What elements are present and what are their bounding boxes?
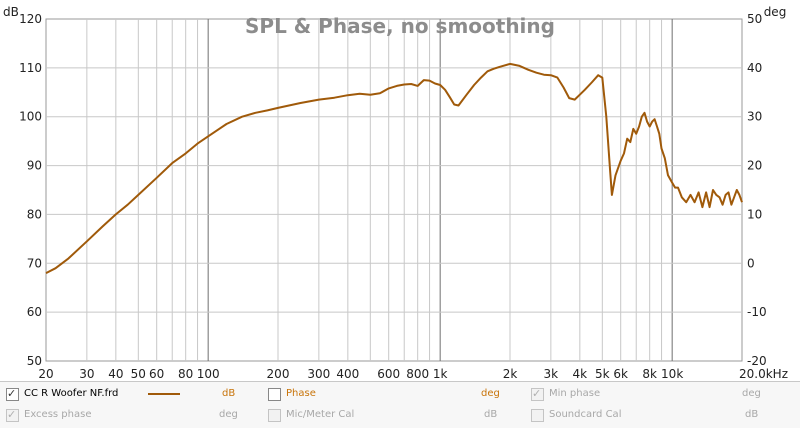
phase-unit: deg <box>481 388 500 399</box>
y2-tick-label: -10 <box>747 305 767 319</box>
y2-tick-label: 20 <box>747 159 762 173</box>
woofer-label: CC R Woofer NF.frd <box>24 388 119 399</box>
y-tick-label: 60 <box>27 305 42 319</box>
left-unit-label: dB <box>3 5 19 19</box>
woofer-unit: dB <box>222 388 236 399</box>
y-tick-label: 50 <box>27 354 42 368</box>
phase-checkbox[interactable] <box>268 388 281 401</box>
soundcard-cal-checkbox <box>531 409 544 422</box>
spl-curve <box>45 62 743 274</box>
x-tick-label: 20.0kHz <box>739 367 788 381</box>
y2-tick-label: 0 <box>747 256 755 270</box>
x-tick-label: 80 <box>178 367 193 381</box>
legend-item-woofer[interactable]: CC R Woofer NF.frd dB <box>6 386 246 402</box>
x-tick-label: 10k <box>661 367 683 381</box>
min-phase-checkbox <box>531 386 544 402</box>
x-tick-label: 6k <box>613 367 628 381</box>
y2-tick-label: 30 <box>747 110 762 124</box>
plot-area <box>45 18 743 362</box>
legend-item-mic-cal: Mic/Meter Cal dB <box>268 407 508 423</box>
mic-cal-checkbox <box>268 409 281 422</box>
y2-axis-ticks: -20 -10 0 10 20 30 40 50 <box>747 12 767 368</box>
x-tick-label: 20 <box>38 367 53 381</box>
x-axis-ticks: 20 30 40 50 60 80 100 200 300 400 600 800 1k 2k 3k 4k 5k… <box>38 367 788 381</box>
y2-tick-label: -20 <box>747 354 767 368</box>
y-tick-label: 120 <box>19 12 42 26</box>
x-tick-label: 8k <box>642 367 657 381</box>
y-tick-label: 100 <box>19 110 42 124</box>
soundcard-cal-unit: dB <box>745 409 759 420</box>
x-tick-label: 30 <box>79 367 94 381</box>
y2-tick-label: 40 <box>747 61 762 75</box>
x-tick-label: 200 <box>267 367 290 381</box>
x-tick-label: 5k <box>595 367 610 381</box>
legend-panel: CC R Woofer NF.frd dB Phase deg Min phas… <box>0 381 800 428</box>
x-tick-label: 100 <box>197 367 220 381</box>
x-tick-label: 800 <box>406 367 429 381</box>
y-tick-label: 70 <box>27 256 42 270</box>
legend-item-min-phase: Min phase deg <box>531 386 771 402</box>
x-tick-label: 50 <box>131 367 146 381</box>
legend-item-soundcard-cal: Soundcard Cal dB <box>531 407 771 423</box>
grid <box>46 19 742 361</box>
woofer-line-swatch <box>148 393 180 395</box>
legend-item-phase[interactable]: Phase deg <box>268 386 508 402</box>
min-phase-unit: deg <box>742 388 761 399</box>
mic-cal-unit: dB <box>484 409 498 420</box>
x-tick-label: 400 <box>336 367 359 381</box>
x-tick-label: 4k <box>573 367 588 381</box>
soundcard-cal-label: Soundcard Cal <box>549 409 622 420</box>
y2-tick-label: 10 <box>747 207 762 221</box>
y-tick-label: 90 <box>27 159 42 173</box>
x-tick-label: 3k <box>544 367 559 381</box>
x-tick-label: 2k <box>503 367 518 381</box>
x-tick-label: 1k <box>433 367 448 381</box>
legend-item-excess-phase: Excess phase deg <box>6 407 246 423</box>
x-tick-label: 40 <box>108 367 123 381</box>
x-tick-label: 60 <box>149 367 164 381</box>
excess-phase-checkbox <box>6 407 19 423</box>
mic-cal-label: Mic/Meter Cal <box>286 409 355 420</box>
right-unit-label: deg <box>764 5 787 19</box>
phase-label: Phase <box>286 388 316 399</box>
x-tick-label: 600 <box>377 367 400 381</box>
excess-phase-unit: deg <box>219 409 238 420</box>
spl-chart: 20 30 40 50 60 80 100 200 300 400 600 800 1k 2k 3k 4k 5k… <box>3 5 788 381</box>
woofer-checkbox[interactable] <box>6 386 19 402</box>
x-tick-label: 300 <box>307 367 330 381</box>
excess-phase-label: Excess phase <box>24 409 92 420</box>
y-tick-label: 110 <box>19 61 42 75</box>
chart-title: SPL & Phase, no smoothing <box>245 14 555 38</box>
y2-tick-label: 50 <box>747 12 762 26</box>
y-tick-label: 80 <box>27 207 42 221</box>
y-axis-ticks: 50 60 70 80 90 100 110 120 <box>19 12 42 368</box>
min-phase-label: Min phase <box>549 388 601 399</box>
